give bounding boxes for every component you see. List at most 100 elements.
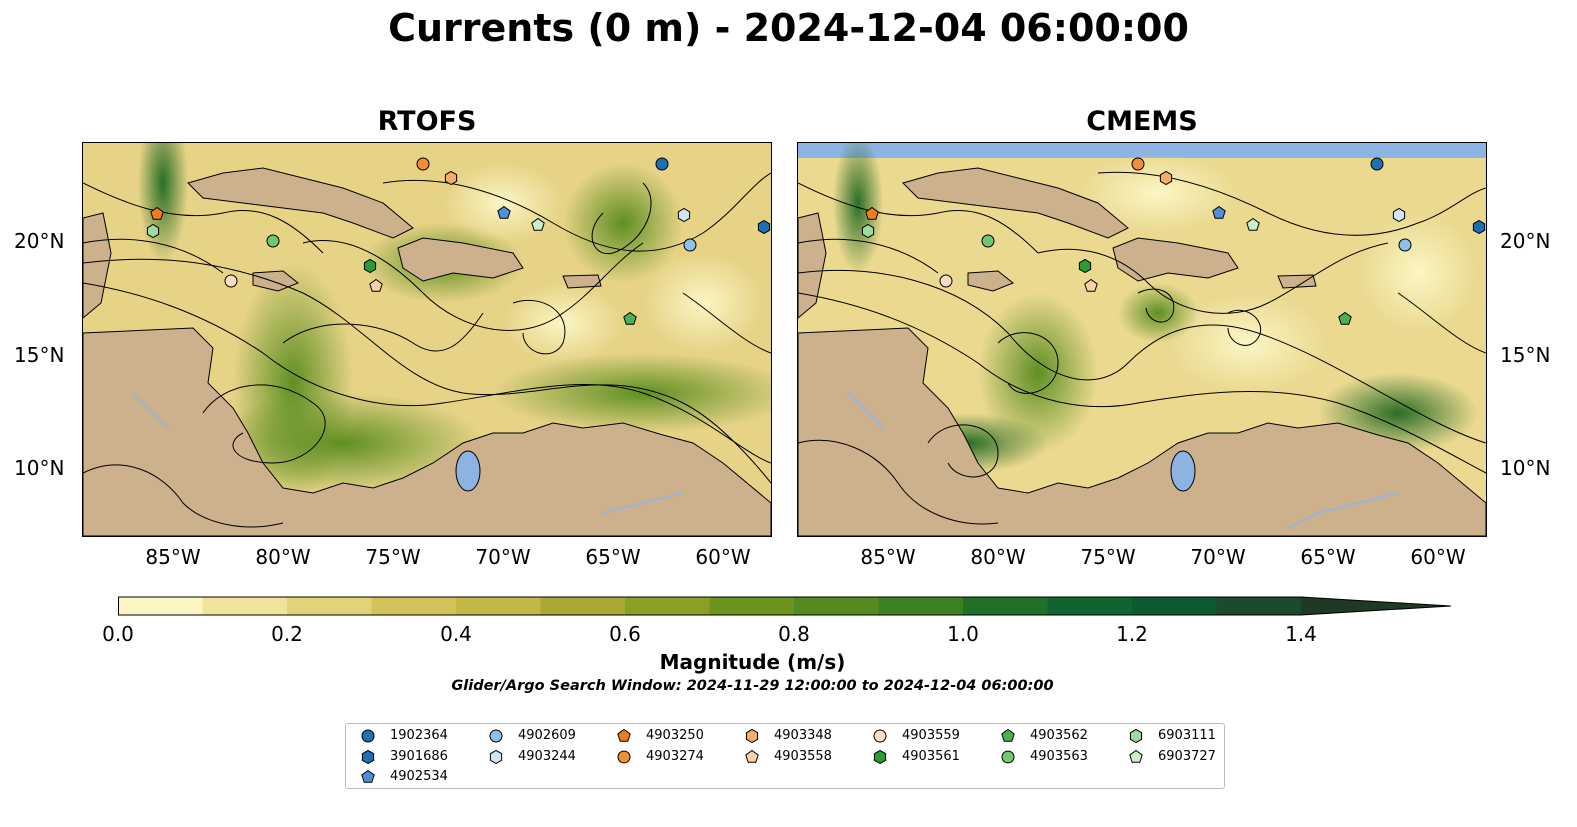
float-marker-4903559 bbox=[224, 274, 238, 288]
float-marker-6903727 bbox=[531, 217, 545, 231]
colorbar-tick-5: 1.0 bbox=[947, 622, 979, 646]
float-marker-4903562 bbox=[1338, 311, 1352, 325]
hexagon-marker-icon bbox=[489, 749, 503, 764]
lat-label-10n-left: 10°N bbox=[14, 456, 65, 480]
colorbar-bin bbox=[1216, 597, 1302, 615]
colorbar-bin bbox=[794, 597, 879, 615]
pentagon-marker-icon bbox=[1001, 728, 1015, 742]
colorbar-bin bbox=[371, 597, 457, 615]
lon-label-70w-right: 70°W bbox=[1190, 545, 1246, 569]
lat-label-15n-left: 15°N bbox=[14, 343, 65, 367]
colorbar-bin bbox=[118, 597, 203, 615]
float-marker-4903244 bbox=[1392, 207, 1406, 223]
colorbar bbox=[118, 596, 1452, 616]
colorbar-tick-4: 0.8 bbox=[778, 622, 810, 646]
legend-entry-label: 4903562 bbox=[1030, 728, 1088, 743]
legend-entry-label: 4903559 bbox=[902, 728, 960, 743]
colorbar-tick-1: 0.2 bbox=[271, 622, 303, 646]
lon-label-75w-right: 75°W bbox=[1080, 545, 1136, 569]
pentagon-marker-icon bbox=[361, 769, 375, 783]
float-marker-4903561 bbox=[1078, 258, 1092, 274]
panel-title-rtofs: RTOFS bbox=[377, 106, 477, 137]
lon-label-60w-left: 60°W bbox=[695, 545, 751, 569]
float-marker-4903250 bbox=[865, 206, 879, 220]
float-marker-4903274 bbox=[416, 157, 430, 171]
float-marker-4903563 bbox=[266, 234, 280, 248]
circle-marker-icon bbox=[873, 729, 887, 743]
colorbar-tick-7: 1.4 bbox=[1285, 622, 1317, 646]
pentagon-marker-icon bbox=[1129, 749, 1143, 763]
circle-marker-icon bbox=[1001, 750, 1015, 763]
colorbar-bin bbox=[540, 597, 626, 615]
lon-label-85w-left: 85°W bbox=[145, 545, 201, 569]
colorbar-outline bbox=[118, 596, 1452, 616]
colorbar-bin bbox=[202, 597, 288, 615]
figure-title: Currents (0 m) - 2024-12-04 06:00:00 bbox=[388, 6, 1189, 50]
lon-label-65w-right: 65°W bbox=[1300, 545, 1356, 569]
colorbar-bin bbox=[1047, 597, 1133, 615]
float-marker-4903558 bbox=[369, 278, 383, 292]
float-marker-4903244 bbox=[677, 207, 691, 223]
lon-label-65w-left: 65°W bbox=[585, 545, 641, 569]
circle-marker-icon bbox=[489, 729, 503, 743]
float-marker-6903111 bbox=[861, 223, 875, 239]
lat-label-20n-right: 20°N bbox=[1500, 229, 1551, 253]
pentagon-marker-icon bbox=[745, 749, 759, 763]
hexagon-marker-icon bbox=[745, 728, 759, 744]
colorbar-tick-2: 0.4 bbox=[440, 622, 472, 646]
lon-label-70w-left: 70°W bbox=[475, 545, 531, 569]
lat-label-10n-right: 10°N bbox=[1500, 456, 1551, 480]
colorbar-tick-0: 0.0 bbox=[102, 622, 134, 646]
search-window-text: Glider/Argo Search Window: 2024-11-29 12… bbox=[451, 678, 1054, 694]
legend-entry-label: 3901686 bbox=[390, 748, 448, 764]
legend-entry-label: 6903111 bbox=[1158, 728, 1216, 743]
float-marker-6903727 bbox=[1246, 217, 1260, 231]
legend-entry-label: 4902609 bbox=[518, 728, 576, 743]
float-marker-4902609 bbox=[1398, 238, 1412, 252]
colorbar-bin bbox=[878, 597, 964, 615]
legend-entry-label: 4903558 bbox=[774, 748, 832, 764]
float-marker-1902364 bbox=[655, 157, 669, 171]
hexagon-marker-icon bbox=[361, 749, 375, 764]
hexagon-marker-icon bbox=[1129, 728, 1143, 744]
map-rtofs bbox=[82, 142, 772, 537]
float-marker-4903558 bbox=[1084, 278, 1098, 292]
legend-entry-label: 4903561 bbox=[902, 748, 960, 764]
float-marker-4902609 bbox=[683, 238, 697, 252]
float-marker-4903250 bbox=[150, 206, 164, 220]
circle-marker-icon bbox=[617, 750, 631, 763]
float-marker-4902534 bbox=[497, 205, 511, 219]
lon-label-85w-right: 85°W bbox=[860, 545, 916, 569]
float-marker-6903111 bbox=[146, 223, 160, 239]
legend-entry-label: 4902534 bbox=[390, 769, 448, 784]
legend-entry-label: 4903244 bbox=[518, 748, 576, 764]
lat-label-15n-right: 15°N bbox=[1500, 343, 1551, 367]
lat-label-20n-left: 20°N bbox=[14, 229, 65, 253]
legend-entry-label: 6903727 bbox=[1158, 748, 1216, 764]
colorbar-tick-3: 0.6 bbox=[609, 622, 641, 646]
float-marker-3901686 bbox=[1472, 219, 1486, 235]
float-marker-3901686 bbox=[757, 219, 771, 235]
float-legend: 1902364 3901686 4902534 4902609 4903244 49032… bbox=[345, 723, 1225, 789]
panel-title-cmems: CMEMS bbox=[1086, 106, 1198, 137]
float-marker-1902364 bbox=[1370, 157, 1384, 171]
legend-entry-label: 4903348 bbox=[774, 728, 832, 743]
float-marker-4902534 bbox=[1212, 205, 1226, 219]
legend-entry-label: 4903274 bbox=[646, 748, 704, 764]
legend-entry-label: 4903250 bbox=[646, 728, 704, 743]
colorbar-bin bbox=[1132, 597, 1217, 615]
circle-marker-icon bbox=[361, 729, 375, 743]
float-marker-4903274 bbox=[1131, 157, 1145, 171]
map-rtofs-canvas bbox=[83, 143, 771, 536]
legend-entry-label: 4903563 bbox=[1030, 748, 1088, 764]
hexagon-marker-icon bbox=[873, 749, 887, 764]
colorbar-tick-6: 1.2 bbox=[1116, 622, 1148, 646]
colorbar-label: Magnitude (m/s) bbox=[659, 650, 846, 674]
float-marker-4903561 bbox=[363, 258, 377, 274]
float-marker-4903559 bbox=[939, 274, 953, 288]
colorbar-bin bbox=[456, 597, 541, 615]
colorbar-bin bbox=[709, 597, 795, 615]
float-marker-4903348 bbox=[1159, 170, 1173, 186]
pentagon-marker-icon bbox=[617, 728, 631, 742]
colorbar-bin bbox=[287, 597, 372, 615]
